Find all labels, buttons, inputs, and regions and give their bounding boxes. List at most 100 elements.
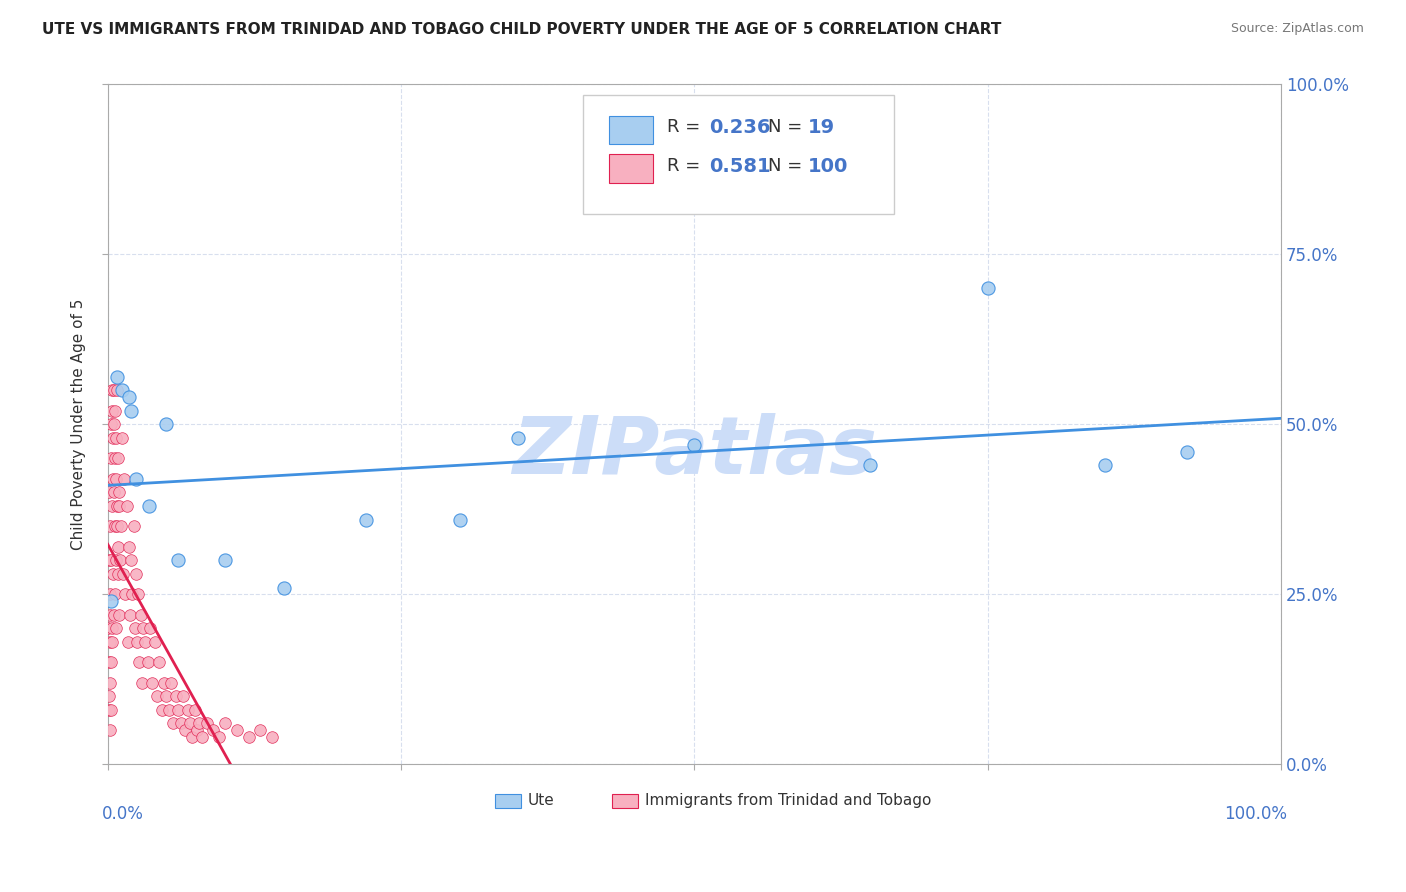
Text: N =: N =	[768, 119, 803, 136]
Point	[104, 431, 127, 445]
Point	[97, 655, 120, 669]
Point	[111, 384, 134, 398]
Text: N =: N =	[768, 157, 803, 175]
Point	[101, 621, 124, 635]
Point	[183, 703, 205, 717]
Point	[104, 621, 127, 635]
Point	[128, 655, 150, 669]
Point	[125, 472, 148, 486]
Point	[167, 703, 190, 717]
Text: Ute: Ute	[527, 794, 554, 808]
Point	[101, 566, 124, 581]
Text: Immigrants from Trinidad and Tobago: Immigrants from Trinidad and Tobago	[645, 794, 931, 808]
Point	[105, 499, 128, 513]
FancyBboxPatch shape	[583, 95, 894, 213]
Point	[101, 635, 124, 649]
Point	[105, 519, 128, 533]
Point	[188, 716, 211, 731]
Point	[98, 703, 121, 717]
Point	[107, 566, 129, 581]
Point	[101, 472, 124, 486]
Point	[121, 587, 143, 601]
Point	[139, 621, 162, 635]
Point	[153, 675, 176, 690]
Text: 100.0%: 100.0%	[1223, 805, 1286, 823]
Text: 100: 100	[808, 156, 849, 176]
Point	[117, 635, 139, 649]
Point	[125, 566, 148, 581]
Point	[97, 621, 120, 635]
Point	[111, 566, 134, 581]
Point	[97, 690, 120, 704]
Point	[105, 369, 128, 384]
Point	[104, 451, 127, 466]
FancyBboxPatch shape	[609, 116, 654, 145]
Point	[110, 519, 132, 533]
Point	[100, 451, 122, 466]
Point	[449, 512, 471, 526]
Text: Source: ZipAtlas.com: Source: ZipAtlas.com	[1230, 22, 1364, 36]
Point	[103, 384, 125, 398]
Point	[176, 703, 198, 717]
Point	[155, 690, 177, 704]
Point	[100, 703, 122, 717]
Point	[169, 716, 191, 731]
Point	[127, 587, 149, 601]
Point	[104, 403, 127, 417]
Point	[98, 587, 121, 601]
Point	[120, 607, 142, 622]
Point	[202, 723, 225, 738]
Point	[107, 607, 129, 622]
Point	[683, 438, 706, 452]
Point	[146, 690, 169, 704]
Point	[165, 690, 187, 704]
Point	[100, 499, 122, 513]
Point	[190, 730, 212, 744]
Point	[859, 458, 882, 472]
Point	[118, 540, 141, 554]
Point	[100, 417, 122, 432]
Point	[97, 485, 120, 500]
Point	[174, 723, 197, 738]
Point	[157, 703, 180, 717]
Point	[186, 723, 208, 738]
Point	[111, 431, 134, 445]
Text: R =: R =	[668, 157, 700, 175]
FancyBboxPatch shape	[609, 154, 654, 183]
Point	[134, 635, 156, 649]
Point	[120, 553, 142, 567]
Point	[115, 499, 138, 513]
Point	[100, 594, 122, 608]
Point	[225, 723, 247, 738]
Point	[354, 512, 377, 526]
Point	[141, 675, 163, 690]
Y-axis label: Child Poverty Under the Age of 5: Child Poverty Under the Age of 5	[72, 299, 86, 550]
Text: 19: 19	[808, 118, 835, 136]
Point	[105, 384, 128, 398]
Point	[138, 499, 160, 513]
Point	[98, 723, 121, 738]
Point	[114, 587, 136, 601]
Point	[98, 607, 121, 622]
Point	[98, 675, 121, 690]
Point	[1094, 458, 1116, 472]
Point	[103, 431, 125, 445]
Point	[155, 417, 177, 432]
Point	[104, 553, 127, 567]
Point	[97, 553, 120, 567]
Point	[1175, 444, 1198, 458]
Point	[103, 607, 125, 622]
Point	[249, 723, 271, 738]
Point	[100, 553, 122, 567]
Point	[122, 519, 145, 533]
Text: ZIPatlas: ZIPatlas	[512, 412, 877, 491]
Point	[238, 730, 260, 744]
Point	[101, 403, 124, 417]
Point	[132, 621, 155, 635]
Point	[103, 519, 125, 533]
Point	[150, 703, 173, 717]
Point	[107, 540, 129, 554]
FancyBboxPatch shape	[612, 794, 638, 808]
Point	[98, 635, 121, 649]
Point	[976, 281, 998, 295]
